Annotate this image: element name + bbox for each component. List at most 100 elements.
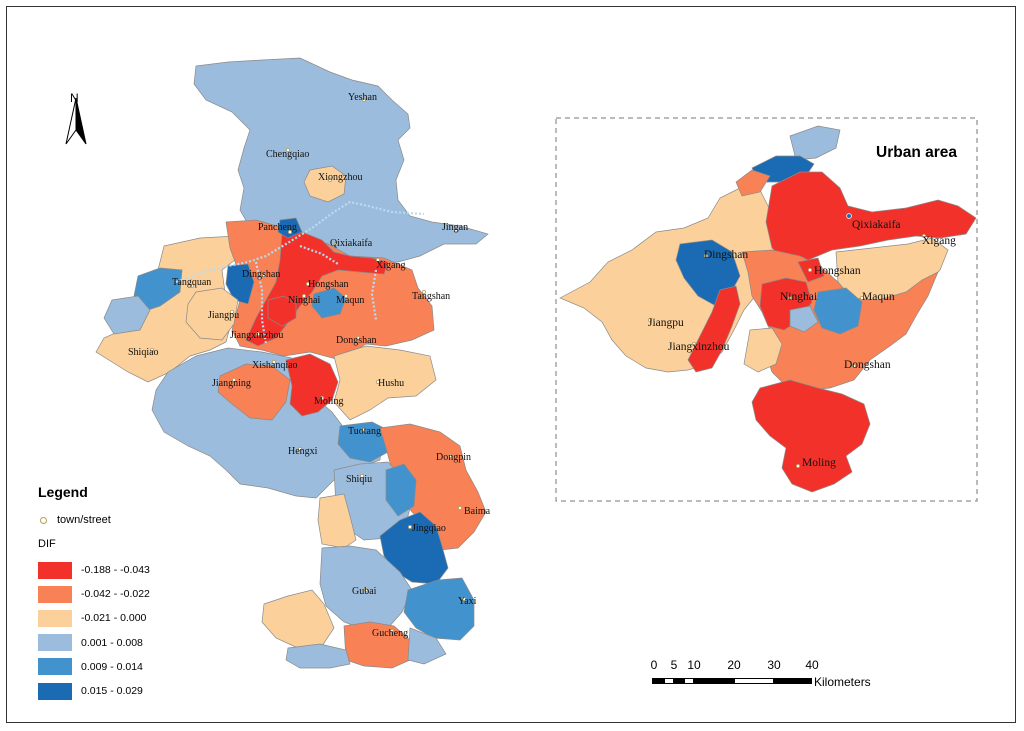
legend-class: -0.042 - -0.022 [38,582,150,606]
label-tuotang: Tuotang [348,426,381,437]
region-south-east-tip [407,627,447,665]
scale-tick: 30 [767,658,781,672]
label-jingqiao: Jingqiao [412,523,446,534]
label-hengxi: Hengxi [288,446,318,457]
legend-range: -0.021 - 0.000 [81,612,147,625]
region-west-south [317,493,357,549]
legend-class: -0.021 - 0.000 [38,606,150,630]
label-jiangxinzhou: Jiangxinzhou [230,330,283,341]
label-tangquan: Tangquan [172,277,211,288]
inset-label-jiangxinzhou: Jiangxinzhou [668,341,730,353]
inset-maqun [813,287,863,335]
label-xiongzhou: Xiongzhou [318,172,362,183]
scale-tick: 10 [687,658,701,672]
inset-moling [751,379,871,493]
inset-points [648,213,927,468]
legend-field-name: DIF [38,538,56,550]
legend-range: 0.015 - 0.029 [81,685,143,698]
map-frame [6,6,1016,723]
inset-label-hongshan: Hongshan [814,265,861,277]
north-arrow-label: N [70,91,79,105]
inset-ninghai-blue [789,305,819,333]
inset-frame [555,117,978,502]
legend-point-entry: town/street [40,514,111,526]
legend-swatch [38,561,72,579]
inset-jiangxinzhou [687,285,741,373]
legend-range: -0.188 - -0.043 [81,564,150,577]
legend-class: 0.009 - 0.014 [38,655,150,679]
label-qixiakaifa: Qixiakaifa [330,238,373,249]
scale-segment [674,678,684,684]
legend-class: 0.001 - 0.008 [38,631,150,655]
region-gubai-west [261,589,335,649]
scale-segment [652,678,664,684]
label-hongshan: Hongshan [308,279,349,290]
inset-label-ninghai: Ninghai [780,291,817,303]
inset-title: Urban area [876,144,957,161]
label-xishanqiao: Xishanqiao [252,360,298,371]
inset-label-dingshan: Dingshan [704,249,748,261]
region-jiangpu-blue [103,295,151,335]
legend-classes: -0.188 - -0.043 -0.042 - -0.022 -0.021 -… [38,558,150,703]
region-moling [285,353,339,417]
inset-map [559,125,977,493]
scale-tick: 0 [650,658,658,672]
region-south-tip [285,643,351,669]
label-gubai: Gubai [352,586,377,597]
yangtze-river [175,200,425,345]
label-jiangning: Jiangning [212,378,251,389]
region-tuotang [337,421,393,463]
inset-label-qixiakaifa: Qixiakaifa [852,219,901,231]
label-dongpin: Dongpin [436,452,471,463]
label-dingshan: Dingshan [242,269,280,280]
legend-class: -0.188 - -0.043 [38,558,150,582]
legend-swatch [38,585,72,603]
main-map-labels: Yeshan Chengqiao Xiongzhou Jingan Panche… [128,92,491,639]
scale-tick: 20 [727,658,741,672]
inset-label-moling: Moling [802,457,836,469]
inset-dongshan-light [743,327,783,373]
region-ninghai [267,295,297,327]
north-arrow-icon [65,97,87,145]
scale-segment [684,678,694,684]
scale-segment [694,678,734,684]
label-yaxi: Yaxi [458,596,477,607]
region-pancheng-blue [277,217,303,239]
scale-segment [774,678,812,684]
legend-swatch [38,658,72,676]
label-ninghai: Ninghai [288,295,320,306]
scale-tick: 5 [670,658,678,672]
legend-swatch [38,682,72,700]
label-maqun: Maqun [336,295,364,306]
label-shiqiao: Shiqiao [128,347,159,358]
inset-top-blue [789,125,841,161]
inset-label-jiangpu: Jiangpu [648,317,684,329]
label-gucheng: Gucheng [372,628,408,639]
legend-title: Legend [38,484,88,500]
inset-label-dongshan: Dongshan [844,359,891,371]
label-baima: Baima [464,506,491,517]
scale-tick: 40 [805,658,819,672]
label-xigang: Xigang [376,260,405,271]
region-jiangpu [185,287,239,341]
town-point-icon [40,516,47,524]
legend-range: -0.042 - -0.022 [81,588,150,601]
scale-segment [734,678,774,684]
label-yeshan: Yeshan [348,92,377,103]
scale-unit: Kilometers [814,675,871,689]
label-jingan: Jingan [442,222,468,233]
inset-label-maqun: Maqun [862,291,895,303]
label-chengqiao: Chengqiao [266,149,309,160]
label-jiangpu: Jiangpu [208,310,239,321]
legend-range: 0.001 - 0.008 [81,636,143,649]
legend-range: 0.009 - 0.014 [81,660,143,673]
label-tangshan: Tangshan [412,291,450,302]
region-jingqiao-edge [385,463,417,517]
region-yaxi [403,577,475,641]
region-dingshan [225,263,255,305]
legend-class: 0.015 - 0.029 [38,679,150,703]
label-shiqiu: Shiqiu [346,474,372,485]
label-pancheng: Pancheng [258,222,297,233]
label-moling: Moling [314,396,343,407]
